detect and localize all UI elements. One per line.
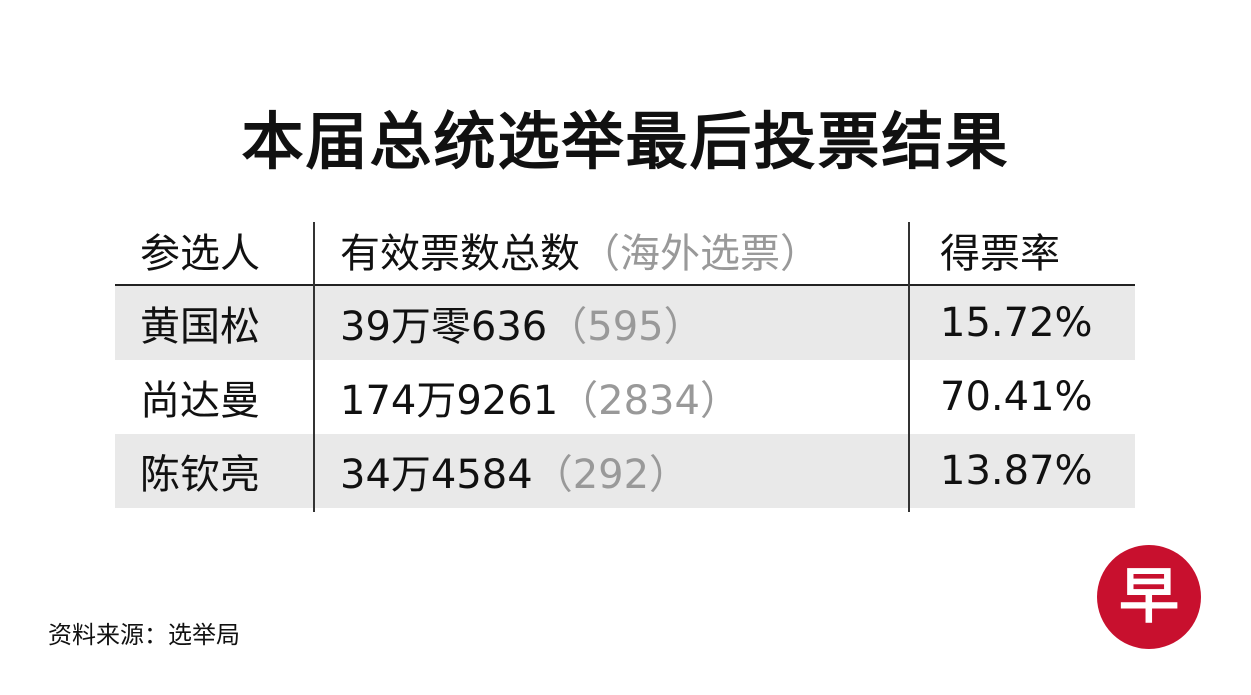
votes: 39万零636 <box>340 304 548 350</box>
header-overseas: （海外选票） <box>580 230 820 277</box>
overseas-votes: （595） <box>547 304 704 350</box>
svg-text:早: 早 <box>1119 562 1179 632</box>
results-table: 参选人 有效票数总数（海外选票） 得票率 黄国松 39万零636（595） 15… <box>115 215 1135 508</box>
header-votes: 有效票数总数（海外选票） <box>340 221 820 279</box>
table-row: 尚达曼 174万9261（2834） 70.41% <box>115 360 1135 434</box>
overseas-votes: （2834） <box>558 378 740 424</box>
header-votes-label: 有效票数总数 <box>340 230 580 277</box>
votes: 174万9261 <box>340 378 559 424</box>
header-rate: 得票率 <box>940 230 1060 277</box>
table-row: 黄国松 39万零636（595） 15.72% <box>115 286 1135 360</box>
vote-rate: 15.72% <box>940 300 1093 346</box>
zaobao-logo: 早 <box>1097 545 1201 649</box>
vote-count: 34万4584（292） <box>340 442 689 500</box>
candidate-name: 黄国松 <box>140 304 260 350</box>
vote-rate: 13.87% <box>940 448 1093 494</box>
vote-count: 174万9261（2834） <box>340 368 740 426</box>
candidate-name: 陈钦亮 <box>140 452 260 498</box>
page-title: 本届总统选举最后投票结果 <box>241 105 1010 178</box>
source-note: 资料来源：选举局 <box>48 621 240 649</box>
header-candidate: 参选人 <box>140 230 260 277</box>
table-header: 参选人 有效票数总数（海外选票） 得票率 <box>115 215 1135 286</box>
vote-rate: 70.41% <box>940 374 1093 420</box>
votes: 34万4584 <box>340 452 533 498</box>
vote-count: 39万零636（595） <box>340 294 704 352</box>
overseas-votes: （292） <box>532 452 690 498</box>
column-divider <box>908 222 910 512</box>
candidate-name: 尚达曼 <box>140 378 260 424</box>
column-divider <box>313 222 315 512</box>
table-row: 陈钦亮 34万4584（292） 13.87% <box>115 434 1135 508</box>
